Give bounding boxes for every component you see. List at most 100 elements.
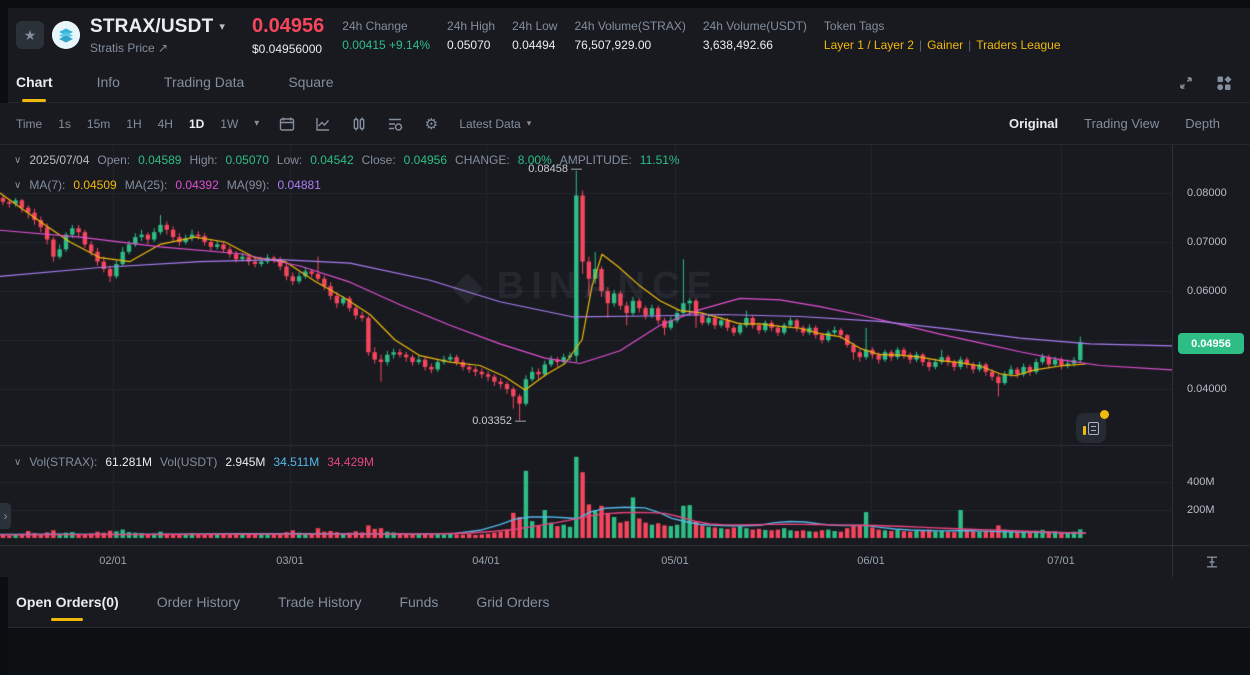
view-mode-original[interactable]: Original bbox=[1009, 116, 1059, 131]
stat-value: 0.00415 +9.14% bbox=[342, 37, 431, 52]
stat-value: 0.05070 bbox=[447, 37, 491, 52]
stat-24h-volume-quote: 24h Volume(USDT) 3,638,492.66 bbox=[703, 19, 807, 52]
tag-separator: | bbox=[968, 37, 972, 52]
view-mode-switch: Original Trading View Depth bbox=[1009, 116, 1234, 131]
volume-tick: 400M bbox=[1187, 476, 1215, 488]
stats-row: 24h Change 0.00415 +9.14% 24h High 0.050… bbox=[342, 19, 1060, 52]
latest-data-dropdown[interactable]: Latest Data ▾ bbox=[459, 117, 531, 131]
date-range-icon[interactable] bbox=[279, 116, 295, 132]
date-tick: 03/01 bbox=[276, 555, 304, 567]
main-tabbar: Chart Info Trading Data Square bbox=[0, 62, 1250, 103]
tab-chart[interactable]: Chart bbox=[16, 62, 53, 102]
interval-more-caret-icon[interactable]: ▾ bbox=[254, 118, 260, 129]
stat-24h-change: 24h Change 0.00415 +9.14% bbox=[342, 19, 430, 52]
orders-empty-area bbox=[0, 628, 1250, 675]
tab-trading-data[interactable]: Trading Data bbox=[163, 74, 245, 90]
price-tick: 0.08000 bbox=[1187, 187, 1227, 199]
token-tags: Layer 1 / Layer 2 | Gainer | Traders League bbox=[824, 38, 1061, 52]
interval-1w[interactable]: 1W bbox=[220, 116, 239, 131]
interval-1h[interactable]: 1H bbox=[126, 116, 142, 131]
symbol-row[interactable]: STRAX/USDT ▾ bbox=[90, 16, 240, 38]
collapse-chevron-icon[interactable]: ∨ bbox=[14, 154, 22, 166]
favorite-star-button[interactable]: ★ bbox=[16, 21, 44, 49]
token-tag-link[interactable]: Layer 1 / Layer 2 bbox=[823, 37, 914, 52]
star-icon: ★ bbox=[23, 26, 37, 43]
stat-label: 24h Volume(STRAX) bbox=[574, 18, 686, 33]
stat-24h-low: 24h Low 0.04494 bbox=[512, 19, 557, 52]
date-tick: 02/01 bbox=[99, 555, 127, 567]
symbol-caret-icon[interactable]: ▾ bbox=[219, 21, 225, 33]
chart-toolbar: Time 1s 15m 1H 4H 1D 1W ▾ bbox=[0, 103, 1250, 145]
caret-down-icon: ▾ bbox=[526, 118, 532, 128]
line-chart-icon[interactable] bbox=[315, 116, 331, 132]
date-tick: 05/01 bbox=[661, 555, 689, 567]
tab-square[interactable]: Square bbox=[288, 74, 334, 90]
time-axis[interactable]: 02/01 03/01 04/01 05/01 06/01 07/01 bbox=[0, 545, 1172, 577]
stratis-logo-icon bbox=[52, 21, 80, 49]
layout-grid-icon[interactable] bbox=[1216, 75, 1232, 91]
interval-15m[interactable]: 15m bbox=[86, 116, 111, 131]
price-axis[interactable]: 0.08000 0.07000 0.06000 0.04000 400M 200… bbox=[1172, 145, 1250, 577]
pane-expand-handle[interactable]: › bbox=[0, 503, 11, 529]
axis-corner bbox=[1173, 545, 1250, 577]
news-doc-icon bbox=[1083, 421, 1099, 435]
fiat-price: $0.04956000 bbox=[252, 41, 323, 56]
left-gutter-top bbox=[0, 0, 8, 103]
volume-tick: 200M bbox=[1187, 504, 1215, 516]
page-top-gap bbox=[0, 0, 1250, 8]
stat-24h-volume-base: 24h Volume(STRAX) 76,507,929.00 bbox=[574, 19, 685, 52]
tab-trade-history[interactable]: Trade History bbox=[277, 594, 362, 610]
stat-value: 0.04494 bbox=[512, 37, 556, 52]
date-tick: 06/01 bbox=[857, 555, 885, 567]
coin-logo bbox=[52, 21, 80, 49]
coin-name-link[interactable]: Stratis Price ↗ bbox=[90, 40, 169, 55]
tabbar-icons bbox=[1178, 62, 1232, 103]
stat-token-tags: Token Tags Layer 1 / Layer 2 | Gainer | Trad… bbox=[824, 19, 1061, 52]
last-price-badge: 0.04956 bbox=[1178, 333, 1244, 354]
candlestick-chart[interactable] bbox=[0, 145, 1172, 545]
chart-settings-gear-icon[interactable]: ⚙ bbox=[424, 115, 439, 133]
interval-1s[interactable]: 1s bbox=[58, 116, 71, 131]
symbol-block: STRAX/USDT ▾ Stratis Price ↗ bbox=[90, 16, 240, 55]
token-tag-link[interactable]: Gainer bbox=[927, 37, 964, 52]
tag-separator: | bbox=[918, 37, 923, 52]
chevron-right-icon: › bbox=[3, 509, 8, 523]
notification-dot bbox=[1100, 410, 1109, 419]
indicators-icon[interactable] bbox=[387, 116, 403, 132]
view-mode-depth[interactable]: Depth bbox=[1185, 116, 1220, 131]
candlestick-style-icon[interactable] bbox=[351, 116, 367, 132]
collapse-chevron-icon[interactable]: ∨ bbox=[14, 179, 22, 191]
stat-label: Token Tags bbox=[823, 18, 885, 33]
tab-open-orders[interactable]: Open Orders(0) bbox=[16, 577, 119, 627]
orders-tabbar: Open Orders(0) Order History Trade Histo… bbox=[0, 577, 1250, 628]
left-gutter-bottom bbox=[0, 577, 8, 675]
chart-region: ◆ BINANCE ∨ 2025/07/04 Open: 0.04589 Hig… bbox=[0, 145, 1250, 577]
price-scale-icon[interactable] bbox=[1205, 555, 1219, 569]
interval-1d[interactable]: 1D bbox=[188, 116, 205, 131]
view-mode-tradingview[interactable]: Trading View bbox=[1084, 116, 1160, 131]
token-tag-link[interactable]: Traders League bbox=[976, 37, 1061, 52]
tab-grid-orders[interactable]: Grid Orders bbox=[476, 594, 550, 610]
stat-value: 76,507,929.00 bbox=[574, 37, 652, 52]
stat-label: 24h High bbox=[447, 18, 496, 33]
stat-label: 24h Change bbox=[342, 18, 408, 33]
price-tick: 0.06000 bbox=[1187, 285, 1227, 297]
interval-time[interactable]: Time bbox=[16, 116, 43, 131]
stat-value: 3,638,492.66 bbox=[702, 37, 773, 52]
tab-order-history[interactable]: Order History bbox=[156, 594, 240, 610]
price-tick: 0.04000 bbox=[1187, 383, 1227, 395]
last-price: 0.04956 bbox=[252, 14, 325, 37]
interval-4h[interactable]: 4H bbox=[157, 116, 173, 131]
ticker-header: ★ STRAX/USDT ▾ Stratis Price ↗ 0.04956 $… bbox=[0, 8, 1250, 62]
price-tick: 0.07000 bbox=[1187, 236, 1227, 248]
price-block: 0.04956 $0.04956000 bbox=[252, 15, 324, 56]
news-feed-button[interactable] bbox=[1076, 410, 1109, 443]
tab-funds[interactable]: Funds bbox=[399, 594, 439, 610]
date-tick: 07/01 bbox=[1047, 555, 1075, 567]
stat-label: 24h Volume(USDT) bbox=[702, 18, 807, 33]
fullscreen-expand-icon[interactable] bbox=[1178, 75, 1194, 91]
collapse-chevron-icon[interactable]: ∨ bbox=[14, 456, 22, 468]
date-tick: 04/01 bbox=[472, 555, 500, 567]
tab-info[interactable]: Info bbox=[96, 74, 120, 90]
